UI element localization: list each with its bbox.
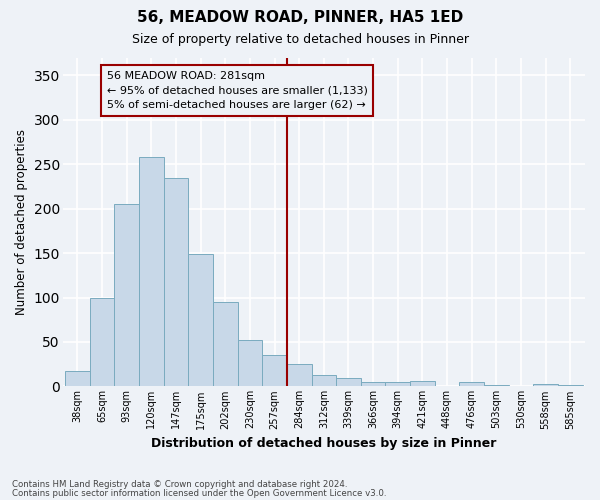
Bar (213, 302, 238, 386)
X-axis label: Distribution of detached houses by size in Pinner: Distribution of detached houses by size … (151, 437, 497, 450)
Bar (115, 204, 139, 386)
Text: 56 MEADOW ROAD: 281sqm
← 95% of detached houses are smaller (1,133)
5% of semi-d: 56 MEADOW ROAD: 281sqm ← 95% of detached… (107, 71, 368, 110)
Text: Contains HM Land Registry data © Crown copyright and database right 2024.: Contains HM Land Registry data © Crown c… (12, 480, 347, 489)
Bar (385, 382, 410, 386)
Bar (238, 340, 262, 386)
Text: Contains public sector information licensed under the Open Government Licence v3: Contains public sector information licen… (12, 488, 386, 498)
Bar (558, 384, 583, 386)
Bar (90, 298, 115, 386)
Bar (287, 364, 311, 386)
Text: 56, MEADOW ROAD, PINNER, HA5 1ED: 56, MEADOW ROAD, PINNER, HA5 1ED (137, 10, 463, 25)
Bar (361, 382, 385, 386)
Bar (262, 356, 287, 386)
Bar (336, 378, 361, 386)
Y-axis label: Number of detached properties: Number of detached properties (15, 129, 28, 315)
Bar (311, 375, 336, 386)
Bar (139, 157, 164, 386)
Text: Size of property relative to detached houses in Pinner: Size of property relative to detached ho… (131, 32, 469, 46)
Bar (188, 254, 213, 386)
Bar (65, 372, 90, 386)
Bar (460, 382, 484, 386)
Bar (164, 178, 188, 386)
Bar (533, 384, 558, 386)
Bar (484, 384, 509, 386)
Bar (410, 381, 435, 386)
